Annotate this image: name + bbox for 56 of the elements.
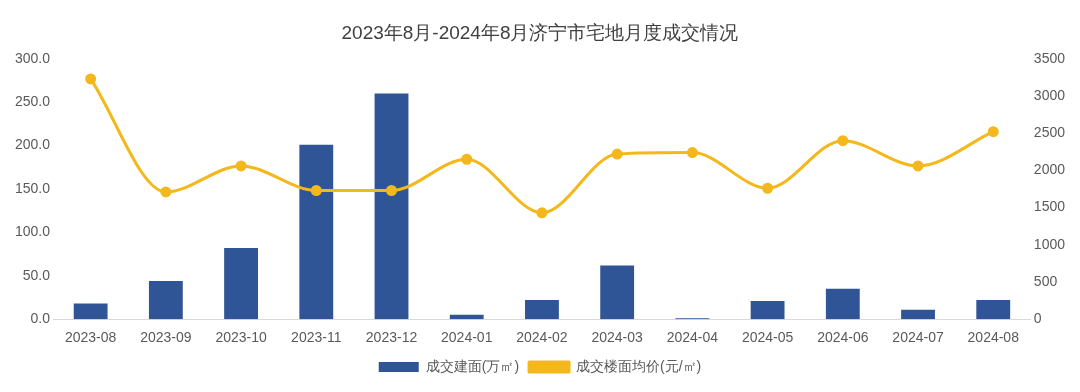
bar [148,281,183,320]
x-tick-label: 2024-03 [591,329,644,346]
point [837,135,849,147]
x-tick-label: 2024-05 [741,329,794,346]
x-tick-label: 2024-06 [817,329,869,346]
point [611,148,623,160]
y2-tick-label: 0 [1033,310,1042,327]
bar [600,265,635,320]
point [310,184,322,196]
y-tick-label: 50.0 [22,266,51,283]
chart-title: 2023年8月-2024年8月济宁市宅地月度成交情况 [341,21,739,43]
x-tick-label: 2023-08 [64,329,117,346]
y2-tick-label: 2000 [1033,161,1066,178]
legend-label: 成交楼面均价(元/㎡) [576,357,702,374]
point [85,73,97,85]
point [987,126,999,138]
y2-tick-label: 3000 [1033,86,1066,103]
x-tick-label: 2023-11 [291,329,342,346]
bar [825,288,860,320]
x-tick-label: 2024-07 [892,329,944,346]
y-tick-label: 100.0 [14,223,51,240]
bar [525,300,559,320]
x-tick-label: 2024-08 [967,329,1020,346]
y2-tick-label: 2500 [1033,124,1066,141]
bar [73,303,108,320]
y-tick-label: 0.0 [30,310,51,327]
x-tick-label: 2023-12 [365,329,418,346]
x-tick-label: 2023-09 [140,329,192,346]
x-tick-label: 2024-02 [516,329,568,346]
y-tick-label: 200.0 [14,136,51,153]
point [386,184,398,196]
y2-tick-label: 3500 [1033,49,1066,66]
point [160,186,172,198]
bar [750,300,785,320]
legend-label: 成交建面(万㎡) [425,357,520,374]
bar [374,93,409,320]
x-tick-label: 2024-01 [441,329,493,346]
y2-tick-label: 500 [1033,272,1058,289]
bar [449,314,484,320]
y-tick-label: 250.0 [14,93,51,110]
bar [976,300,1011,320]
bar [299,144,334,320]
x-tick-label: 2023-10 [215,329,267,346]
x-tick-label: 2024-04 [666,329,719,346]
bar [224,248,258,320]
y-tick-label: 150.0 [14,179,51,196]
point [235,160,247,172]
point [912,160,924,172]
bar [901,309,935,320]
point [536,207,548,219]
point [461,153,473,165]
y2-tick-label: 1500 [1033,198,1066,215]
y-tick-label: 300.0 [14,49,51,66]
point [762,182,774,194]
y2-tick-label: 1000 [1033,235,1066,252]
point [686,147,698,159]
